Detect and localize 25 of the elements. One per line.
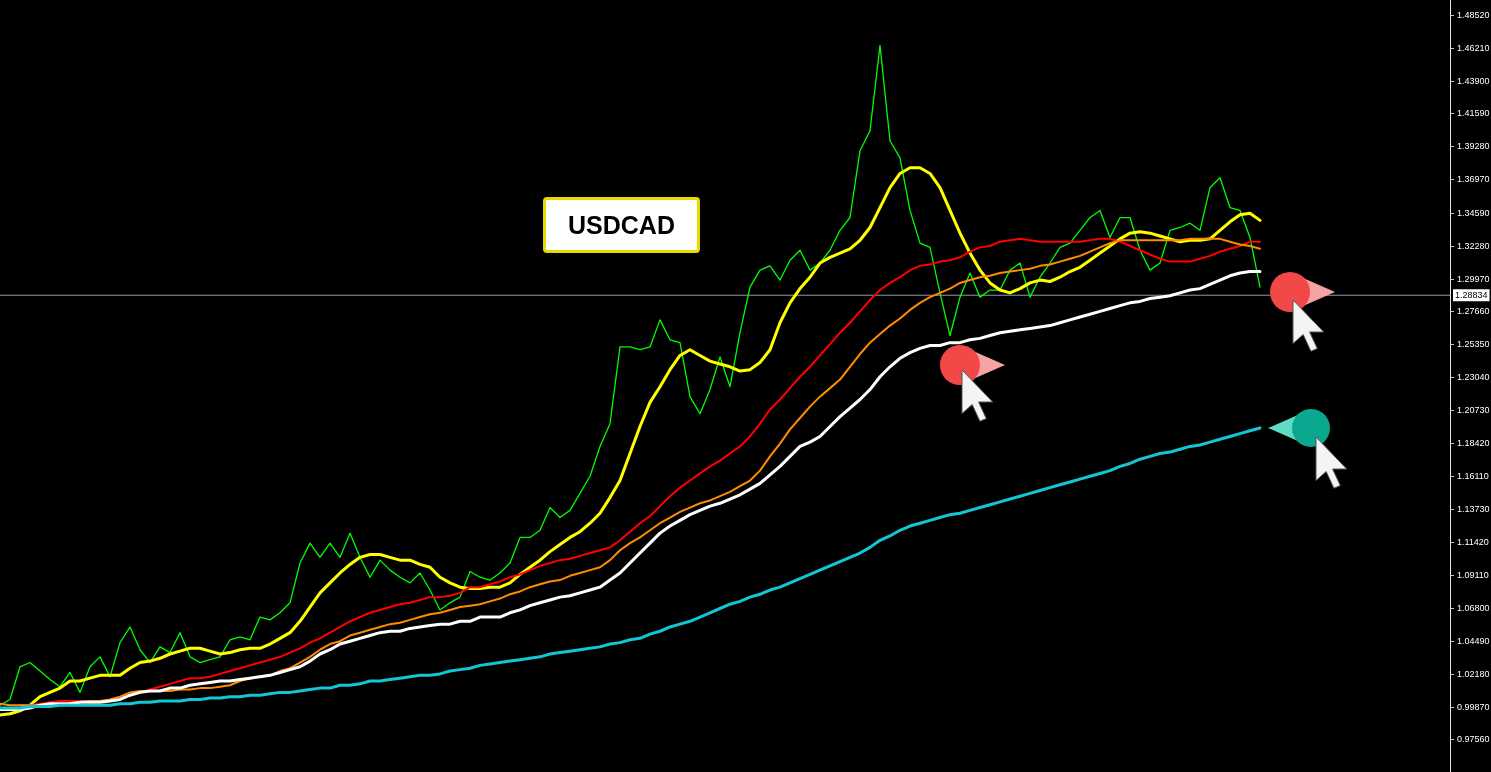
y-tick-label: 1.36970 (1457, 174, 1490, 185)
y-tick-label: 1.13730 (1457, 504, 1490, 515)
y-tick-label: 1.48520 (1457, 9, 1490, 20)
y-tick-label: 1.39280 (1457, 141, 1490, 152)
text: USDCAD (543, 197, 700, 253)
y-tick-label: 1.20730 (1457, 404, 1490, 415)
y-tick-label: 1.34590 (1457, 207, 1490, 218)
y-tick-label: 1.46210 (1457, 42, 1490, 53)
y-tick-label: 1.29970 (1457, 273, 1490, 284)
y-tick-label: 1.11420 (1457, 537, 1489, 548)
y-tick-label: 1.04490 (1457, 635, 1490, 646)
y-tick-label: 1.41590 (1457, 108, 1490, 119)
y-tick-label: 1.32280 (1457, 240, 1490, 251)
y-tick-label: 0.99870 (1457, 701, 1490, 712)
y-tick-label: 1.02180 (1457, 668, 1490, 679)
y-tick-label: 1.27660 (1457, 306, 1490, 317)
y-tick-label: 1.18420 (1457, 437, 1490, 448)
y-tick-label: 0.97560 (1457, 734, 1490, 745)
y-tick-label: 1.25350 (1457, 339, 1490, 350)
y-tick-label: 1.43900 (1457, 75, 1490, 86)
y-tick-label: 1.06800 (1457, 602, 1490, 613)
y-tick-label: 1.09110 (1457, 570, 1489, 581)
y-tick-label: 1.16110 (1457, 470, 1489, 481)
ref-line-label: 1.28834 (1455, 289, 1488, 300)
y-tick-label: 1.23040 (1457, 372, 1490, 383)
